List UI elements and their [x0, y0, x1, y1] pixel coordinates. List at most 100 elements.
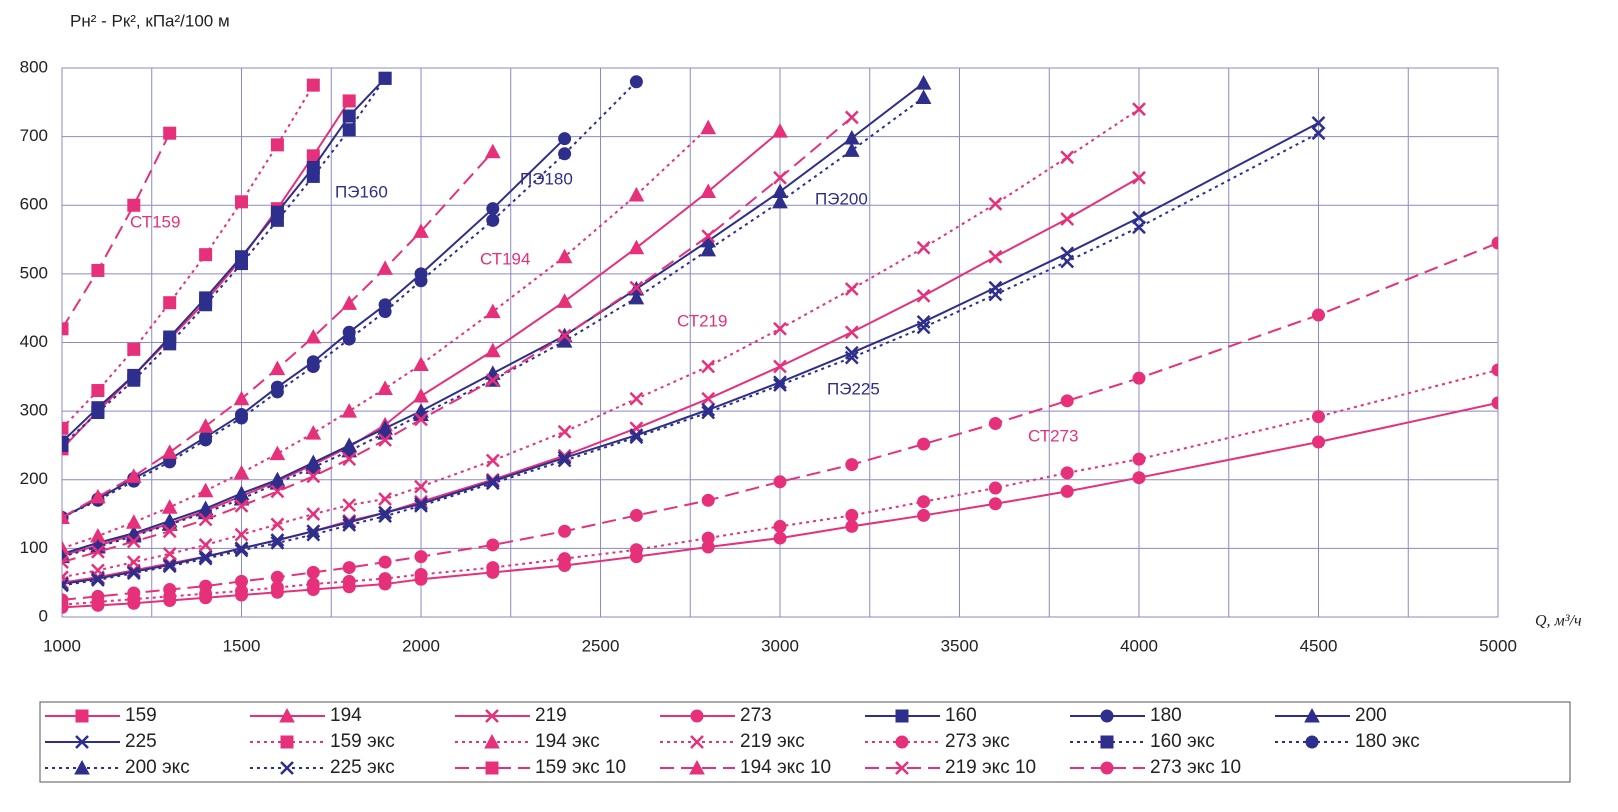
data-point — [917, 437, 931, 451]
data-point — [306, 527, 321, 542]
legend-marker — [895, 735, 909, 749]
data-point — [306, 577, 320, 591]
legend-marker — [690, 709, 704, 723]
legend-label: 219 экс — [740, 731, 805, 752]
data-point — [269, 445, 286, 461]
legend-marker — [895, 709, 909, 723]
data-point — [233, 464, 250, 480]
data-point — [342, 518, 357, 532]
data-point — [342, 332, 356, 346]
data-point — [235, 195, 248, 209]
data-point — [1132, 220, 1146, 235]
data-point — [988, 481, 1002, 495]
data-point — [90, 488, 106, 504]
annotation: ПЭ225 — [827, 379, 880, 398]
data-point — [199, 298, 213, 312]
data-point — [1311, 116, 1326, 130]
data-point — [484, 303, 501, 319]
data-point — [62, 593, 69, 607]
legend-label: 194 — [330, 705, 362, 726]
data-point — [1132, 452, 1146, 466]
data-point — [342, 452, 357, 467]
data-point — [378, 433, 392, 447]
data-point — [1060, 254, 1075, 269]
data-point — [1312, 435, 1325, 449]
y-tick-label: 100 — [20, 538, 48, 557]
data-point — [1311, 126, 1326, 141]
legend-marker — [1305, 735, 1319, 749]
data-point — [197, 418, 214, 433]
data-point — [556, 248, 573, 264]
data-point — [341, 442, 358, 458]
data-point — [270, 570, 284, 584]
y-tick-label: 700 — [20, 126, 48, 145]
data-point — [163, 296, 177, 310]
data-point — [773, 519, 787, 533]
y-tick-label: 300 — [20, 401, 48, 420]
data-point — [235, 574, 248, 588]
data-point — [270, 517, 285, 532]
series-line — [62, 132, 1319, 587]
data-point — [62, 509, 70, 524]
data-point — [127, 342, 141, 356]
data-point — [915, 89, 932, 105]
legend-entries: 159 194 219 273 160 180 200 225 159 экс 194 экс 21… — [45, 705, 1420, 778]
data-point — [484, 342, 501, 358]
data-point — [163, 337, 177, 351]
data-point — [306, 565, 320, 579]
data-point — [270, 213, 284, 227]
x-axis-label: Q, м³/ч — [1535, 613, 1582, 630]
data-point — [486, 561, 500, 575]
data-point — [1060, 150, 1075, 165]
data-point — [235, 411, 248, 425]
data-point — [629, 543, 643, 557]
data-point — [198, 549, 213, 564]
data-point — [629, 280, 644, 295]
data-point — [378, 509, 392, 524]
data-point — [270, 533, 285, 548]
data-point — [62, 540, 70, 555]
legend-label: 194 экс — [535, 731, 600, 752]
data-point — [988, 287, 1003, 302]
data-point — [1060, 466, 1074, 480]
data-point — [342, 94, 356, 108]
data-point — [988, 249, 1003, 264]
data-point — [341, 295, 358, 310]
series-line — [62, 84, 315, 429]
data-point — [628, 239, 645, 255]
legend-marker — [485, 761, 499, 775]
data-point — [988, 497, 1002, 511]
data-point — [413, 223, 429, 238]
data-point — [91, 384, 105, 398]
data-point — [342, 561, 356, 575]
data-point — [413, 387, 429, 403]
annotation: ПЭ200 — [815, 189, 868, 208]
data-point — [628, 289, 645, 305]
legend-marker — [895, 761, 909, 775]
data-point — [305, 425, 322, 440]
data-point — [126, 566, 141, 580]
data-point — [558, 132, 572, 146]
legend-marker — [280, 761, 294, 775]
data-point — [844, 110, 859, 125]
data-point — [1312, 308, 1325, 322]
data-point — [377, 380, 393, 395]
data-point — [306, 360, 320, 374]
data-point — [701, 359, 716, 374]
data-point — [485, 373, 500, 388]
legend-marker — [279, 707, 295, 723]
legend-marker — [689, 759, 705, 775]
legend-label: 225 экс — [330, 757, 395, 778]
data-point — [916, 320, 931, 335]
legend-label: 160 экс — [1150, 731, 1215, 752]
data-point — [988, 416, 1002, 430]
series-line — [62, 126, 709, 550]
legend-label: 273 — [740, 705, 772, 726]
data-point — [773, 321, 787, 336]
data-point — [305, 459, 322, 474]
legend-marker — [484, 733, 500, 749]
data-point — [414, 550, 428, 564]
data-point — [234, 541, 249, 556]
data-point — [701, 531, 715, 545]
legend-label: 180 — [1150, 705, 1182, 726]
